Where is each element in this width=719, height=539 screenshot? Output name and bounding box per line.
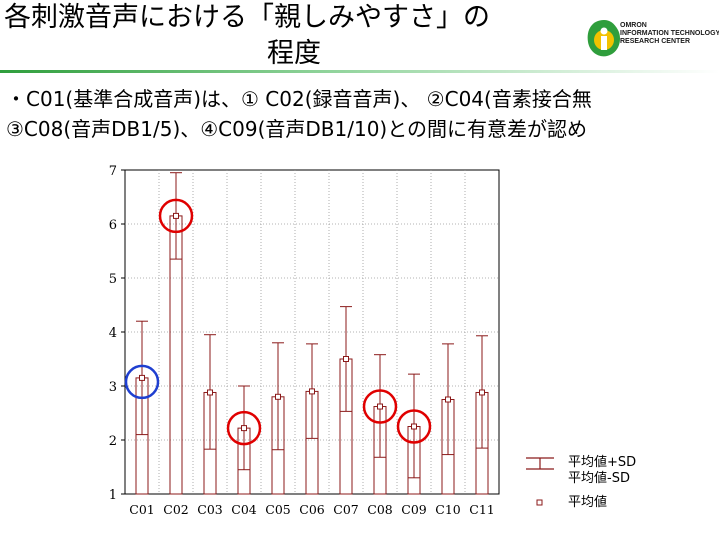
legend-mean-label: 平均値	[568, 495, 608, 510]
x-tick-label: C06	[299, 502, 325, 517]
bullet-line-1: ・C01(基準合成音声)は、① C02(録音音声)、 ②C04(音素接合無	[6, 87, 592, 111]
x-tick-label: C05	[265, 502, 290, 517]
logo-mark-icon	[587, 20, 620, 57]
y-tick-label: 5	[109, 272, 117, 287]
y-tick-label: 2	[109, 434, 117, 449]
x-tick-label: C01	[129, 502, 154, 517]
x-tick-label: C09	[401, 502, 427, 517]
x-tick-label: C02	[163, 502, 188, 517]
legend-sd-swatch-icon	[526, 457, 554, 470]
legend-sd-plus-label: 平均値+SD	[568, 455, 637, 470]
x-tick-label: C11	[469, 502, 494, 517]
mean-marker	[479, 389, 485, 396]
title-line-2: 程度	[267, 38, 321, 69]
bullet-text: ・C01(基準合成音声)は、① C02(録音音声)、 ②C04(音素接合無 ③C…	[6, 84, 719, 144]
logo-text-line: INFORMATION TECHNOLOGY	[620, 30, 719, 37]
title-line-1: 各刺激音声における「親しみやすさ」の	[4, 2, 490, 33]
mean-marker	[445, 396, 451, 403]
legend-sd-minus-label: 平均値-SD	[568, 471, 630, 486]
highlight-red-circle	[396, 409, 432, 444]
y-tick-label: 1	[109, 488, 117, 503]
mean-marker	[343, 356, 349, 362]
logo-text: OMRON INFORMATION TECHNOLOGY RESEARCH CE…	[620, 22, 719, 46]
mean-marker	[241, 425, 247, 432]
logo-text-line: RESEARCH CENTER	[620, 38, 691, 45]
mean-marker	[139, 374, 145, 381]
highlight-blue-circle	[124, 364, 160, 400]
mean-marker	[411, 423, 417, 430]
highlight-red-circle	[362, 389, 398, 424]
y-tick-label: 7	[109, 164, 117, 179]
x-tick-label: C04	[231, 502, 257, 517]
highlight-red-circle	[226, 410, 262, 446]
y-tick-label: 6	[109, 218, 117, 233]
slide-title: 各刺激音声における「親しみやすさ」の 程度	[4, 0, 584, 72]
logo-text-line: OMRON	[620, 22, 647, 29]
mean-marker	[173, 212, 179, 219]
x-tick-label: C10	[435, 502, 461, 517]
y-tick-label: 3	[109, 380, 117, 395]
mean-marker	[275, 393, 281, 400]
bullet-line-2: ③C08(音声DB1/5)、④C09(音声DB1/10)との間に有意差が認め	[6, 117, 588, 141]
omron-logo: OMRON INFORMATION TECHNOLOGY RESEARCH CE…	[584, 16, 719, 62]
highlight-red-circle	[158, 198, 194, 234]
mean-marker	[207, 389, 213, 396]
x-tick-label: C03	[197, 502, 223, 517]
title-divider	[0, 70, 719, 73]
mean-marker	[309, 388, 315, 395]
bar-chart: 1 2 3 4 5 6 7 C01 C02 C03 C04 C05 C06 C07 C08 C09 C10 C11	[109, 164, 500, 517]
mean-marker	[377, 403, 383, 410]
x-tick-label: C07	[333, 502, 359, 517]
x-tick-label: C08	[367, 502, 393, 517]
legend-mean-swatch-icon	[536, 499, 543, 506]
y-tick-label: 4	[109, 326, 117, 341]
